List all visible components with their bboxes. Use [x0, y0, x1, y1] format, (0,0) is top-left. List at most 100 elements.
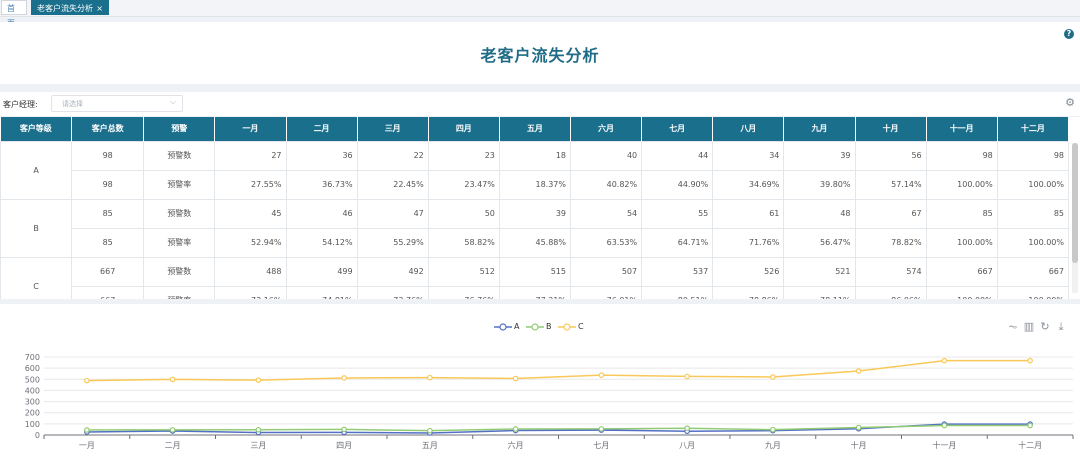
month-value-cell: 34	[712, 140, 785, 171]
data-point-b	[941, 422, 948, 429]
column-header: 十一月	[926, 117, 998, 141]
grade-cell: C	[0, 256, 73, 299]
restore-icon[interactable]: ↻	[1040, 320, 1050, 333]
column-header: 七月	[641, 117, 714, 141]
line-chart-icon[interactable]: ⏦	[1008, 320, 1018, 333]
y-tick-label: 300	[25, 398, 40, 407]
help-icon[interactable]: ?	[1064, 29, 1074, 39]
month-value-cell: 574	[854, 256, 927, 287]
month-value-cell: 46	[285, 198, 358, 229]
x-tick-label: 九月	[765, 441, 781, 450]
table-row: 98 预警率 27.55% 36.73% 22.45% 23.47% 18.37% 40.82…	[1, 169, 1070, 200]
manager-select-placeholder: 请选择	[62, 100, 83, 108]
x-tick-label: 四月	[336, 441, 352, 450]
column-header: 客户总数	[71, 117, 145, 141]
month-value-cell: 100.00%	[996, 169, 1070, 200]
month-value-cell: 40	[569, 140, 643, 171]
month-value-cell: 100.00%	[925, 227, 998, 258]
grade-cell: B	[0, 198, 73, 258]
month-value-cell: 39	[498, 198, 572, 229]
column-header: 二月	[286, 117, 358, 141]
column-header: 十二月	[997, 117, 1070, 141]
column-header: 一月	[214, 117, 287, 141]
y-tick-label: 400	[25, 386, 40, 395]
data-point-c	[512, 375, 519, 382]
scrollbar-thumb[interactable]	[1072, 143, 1078, 263]
data-point-b	[512, 426, 519, 432]
month-value-cell: 67	[854, 198, 927, 229]
month-value-cell: 27.55%	[214, 169, 287, 200]
warning-type-cell: 预警率	[143, 169, 216, 200]
chevron-down-icon: ⌵	[169, 97, 176, 106]
month-value-cell: 100.00%	[925, 285, 998, 299]
month-value-cell: 54	[569, 198, 643, 229]
x-tick-label: 二月	[165, 441, 181, 450]
tab-churn-analysis[interactable]: 老客户流失分析 ×	[31, 0, 109, 15]
month-value-cell: 64.71%	[641, 227, 714, 258]
month-value-cell: 488	[214, 256, 287, 287]
data-point-b	[169, 427, 176, 433]
column-header: 六月	[570, 117, 643, 141]
month-value-cell: 63.53%	[569, 227, 643, 258]
y-tick-label: 700	[25, 353, 40, 362]
manager-filter-label: 客户经理:	[3, 100, 38, 109]
data-point-c	[855, 368, 862, 374]
month-value-cell: 100.00%	[996, 227, 1070, 258]
data-point-c	[1027, 357, 1033, 364]
month-value-cell: 40.82%	[569, 169, 643, 200]
total-cell: 667	[71, 285, 145, 299]
month-value-cell: 50	[427, 198, 500, 229]
chart-toolbox: ⏦ ▥ ↻ ⤓	[1006, 320, 1070, 334]
legend-marker-b	[526, 323, 544, 331]
month-value-cell: 85	[925, 198, 998, 229]
month-value-cell: 61	[712, 198, 785, 229]
data-point-b	[255, 426, 262, 433]
warning-type-cell: 预警数	[143, 198, 216, 229]
warning-type-cell: 预警数	[143, 140, 216, 171]
legend-marker-a	[494, 323, 512, 331]
bar-chart-icon[interactable]: ▥	[1023, 320, 1035, 333]
table-scrollbar[interactable]	[1072, 143, 1078, 293]
data-point-b	[855, 424, 862, 431]
month-value-cell: 78.86%	[712, 285, 785, 299]
data-point-c	[255, 377, 262, 383]
month-value-cell: 23.47%	[427, 169, 500, 200]
warning-type-cell: 预警率	[143, 285, 216, 299]
month-value-cell: 48	[783, 198, 856, 229]
data-point-b	[427, 427, 433, 434]
data-point-c	[169, 376, 176, 383]
manager-select[interactable]: 请选择 ⌵	[51, 95, 183, 112]
month-value-cell: 98	[925, 140, 998, 171]
month-value-cell: 76.01%	[569, 285, 643, 299]
tab-home[interactable]: 首页	[1, 0, 27, 28]
month-value-cell: 86.06%	[854, 285, 927, 299]
month-value-cell: 34.69%	[712, 169, 785, 200]
data-point-c	[427, 374, 433, 381]
month-value-cell: 58.82%	[427, 227, 500, 258]
page-title: 老客户流失分析	[480, 46, 600, 65]
filter-bar: 客户经理: 请选择 ⌵ ⚙	[0, 92, 1080, 116]
month-value-cell: 100.00%	[996, 285, 1070, 299]
series-line-a	[86, 423, 1031, 434]
series-line-b	[86, 424, 1031, 432]
column-header: 四月	[428, 117, 500, 141]
month-value-cell: 73.16%	[214, 285, 287, 299]
close-icon[interactable]: ×	[96, 4, 103, 13]
month-value-cell: 22	[356, 140, 429, 171]
data-point-c	[598, 372, 605, 378]
y-tick-label: 0	[35, 431, 40, 440]
month-value-cell: 27	[214, 140, 287, 171]
x-tick-label: 三月	[250, 441, 266, 450]
month-value-cell: 85	[996, 198, 1070, 229]
legend-marker-c	[558, 323, 576, 331]
series-line-c	[86, 359, 1031, 382]
month-value-cell: 44	[641, 140, 714, 171]
gear-icon[interactable]: ⚙	[1065, 96, 1075, 109]
total-cell: 667	[71, 256, 145, 287]
download-icon[interactable]: ⤓	[1058, 320, 1064, 333]
month-value-cell: 74.81%	[285, 285, 358, 299]
month-value-cell: 76.76%	[427, 285, 500, 299]
x-tick-label: 十一月	[932, 440, 956, 450]
y-tick-label: 100	[25, 420, 40, 429]
